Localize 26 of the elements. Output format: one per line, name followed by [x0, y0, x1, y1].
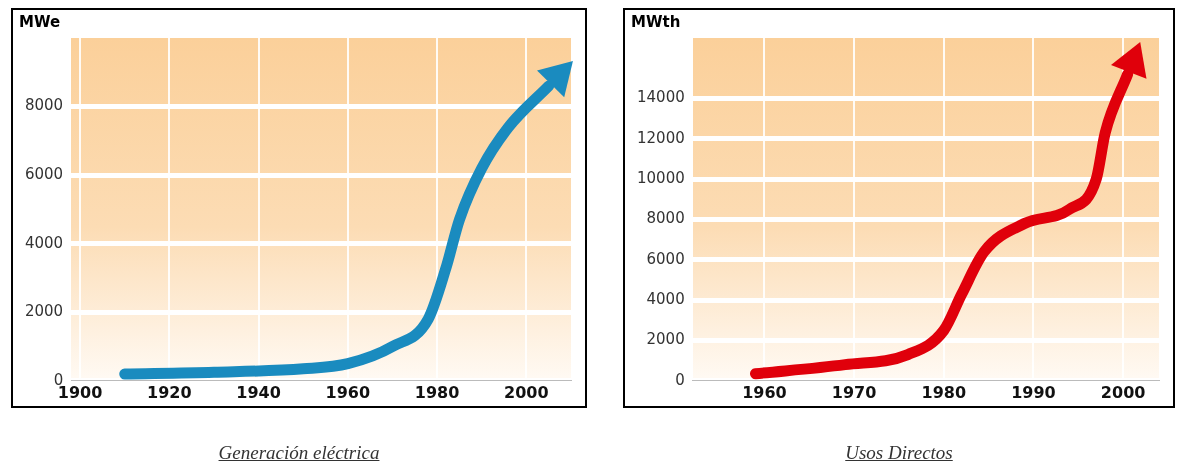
x-tick-label: 1940 — [236, 382, 281, 402]
y-tick-label: 6000 — [24, 165, 64, 184]
text: Usos Directos — [845, 442, 953, 464]
y-tick-label: 6000 — [646, 249, 685, 268]
x-tick-label: 1960 — [325, 382, 371, 402]
y-tick-label: 0 — [675, 370, 685, 389]
x-tick-label: 1920 — [147, 382, 192, 402]
x-tick-label: 1980 — [414, 382, 460, 402]
y-tick-label: 12000 — [637, 128, 685, 147]
y-tick-label: 8000 — [646, 209, 685, 228]
x-tick-label: 1980 — [921, 382, 967, 402]
y-tick-label: 2000 — [646, 330, 685, 349]
y-axis-title: MWth — [631, 13, 681, 32]
x-tick-label: 1990 — [1011, 382, 1056, 402]
y-tick-label: 8000 — [24, 96, 64, 115]
text: Generación eléctrica — [218, 442, 380, 464]
x-tick-label: 1970 — [831, 382, 877, 402]
y-tick-label: 2000 — [24, 302, 64, 321]
y-tick-label: 4000 — [646, 290, 685, 309]
x-tick-label: 2000 — [1100, 382, 1146, 402]
y-axis-title: MWe — [19, 13, 61, 32]
x-tick-label: 2000 — [504, 382, 549, 402]
y-tick-label: 10000 — [637, 169, 685, 188]
y-tick-label: 14000 — [637, 88, 685, 107]
x-tick-label: 1960 — [742, 382, 787, 402]
y-tick-label: 4000 — [24, 233, 64, 252]
